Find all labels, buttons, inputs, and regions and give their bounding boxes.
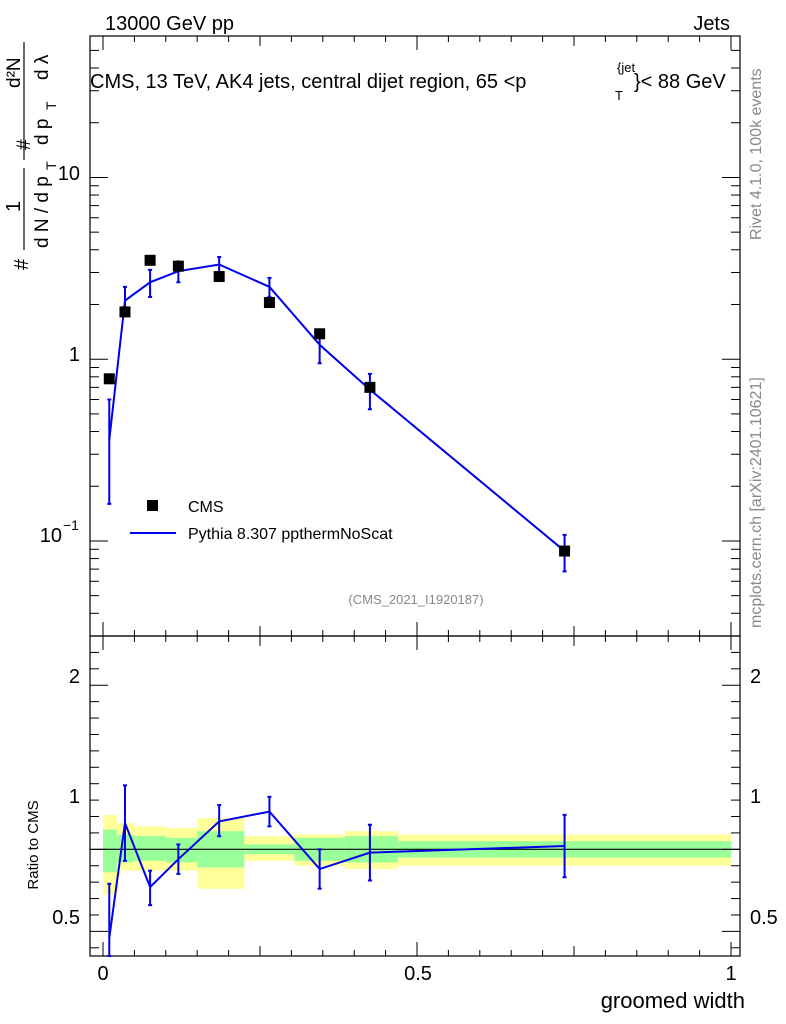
ratio-ytick-label-1-right: 1 [750,786,761,808]
ratio-ytick-label-2-left: 2 [69,666,80,688]
pythia-line [108,263,566,552]
main-pythia-series [107,255,567,573]
plot-title-sub: T [615,88,623,103]
ylabel-dpt: d p [32,119,53,145]
ratio-frame [89,635,741,957]
ratio-pythia-series [107,784,567,957]
ratio-band-inner-2 [134,836,166,861]
plot-title-sup: {jet [617,60,635,75]
axis-ticks [90,35,740,956]
x-tick-labels: 0 0.5 1 [97,963,736,985]
legend-cms-label: CMS [188,499,224,516]
ylabel-hash: # [11,258,33,270]
cms-point [119,306,131,318]
ratio-ytick-label-2-right: 2 [750,666,761,688]
ratio-ytick-label-0.5-left: 0.5 [52,907,80,929]
cms-point [213,271,225,283]
cms-point [263,297,275,309]
legend: CMS Pythia 8.307 ppthermNoScat [130,499,393,543]
cms-point [559,545,571,557]
ytick-label-0.1: 10 [40,525,62,547]
analysis-id: (CMS_2021_I1920187) [348,592,483,607]
ylabel-d2n: d²N [4,57,25,88]
ratio-bands [90,814,740,896]
ylabel-dpt-sub: T [43,101,59,110]
xtick-label-0.5: 0.5 [404,963,432,985]
plot-title: CMS, 13 TeV, AK4 jets, central dijet reg… [90,60,726,103]
xtick-label-0: 0 [97,963,108,985]
x-axis-label: groomed width [601,988,745,1013]
plot-title-tail: }< 88 GeV [634,71,726,93]
ylabel-dl: d λ [32,54,53,80]
ytick-label-1: 1 [69,344,80,366]
cms-point [103,373,115,385]
xtick-label-1: 1 [725,963,736,985]
ylabel-den: d N / d p [32,176,53,248]
ratio-ytick-label-0.5-right: 0.5 [750,907,778,929]
cms-point [314,328,326,340]
main-ylabel: # 1 d N / d p T d²N # d p T d λ [3,42,59,270]
header-left: 13000 GeV pp [105,13,234,35]
main-frame [89,35,741,637]
ratio-ytick-label-1-left: 1 [69,786,80,808]
rivet-label: Rivet 4.1.0, 100k events [748,68,765,240]
cms-point [144,254,156,266]
header-right: Jets [693,13,730,35]
plot-title-main: CMS, 13 TeV, AK4 jets, central dijet reg… [90,71,526,93]
ytick-label-10: 10 [58,163,80,185]
ylabel-den-sub: T [43,161,59,170]
ytick-label-0.1-exp: −1 [63,517,79,533]
ratio-band-inner-0 [103,829,117,873]
legend-cms-marker [147,500,158,511]
y-tick-labels: 10 1 10 −1 0.5 1 2 0.5 1 2 [40,163,778,929]
mcplots-label: mcplots.cern.ch [arXiv:2401.10621] [748,377,765,628]
ylabel-one: 1 [3,201,25,212]
cms-point [364,381,376,393]
cms-point [172,260,184,272]
legend-pythia-label: Pythia 8.307 ppthermNoScat [188,526,393,543]
ratio-band-inner-3 [165,837,198,863]
ratio-ylabel: Ratio to CMS [25,800,42,889]
main-cms-series [103,254,571,557]
